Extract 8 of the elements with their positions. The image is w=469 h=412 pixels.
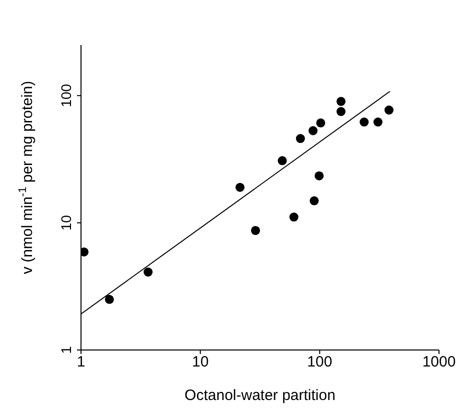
y-tick-label: 100	[58, 84, 74, 108]
x-axis-title: Octanol-water partition	[184, 387, 336, 404]
x-tick-label: 1000	[422, 354, 456, 371]
x-tick-label: 1	[76, 354, 86, 371]
x-tick-label: 100	[307, 354, 332, 371]
y-tick-label: 1	[58, 346, 74, 354]
x-tick-label: 10	[192, 354, 209, 371]
y-tick-label: 10	[58, 214, 74, 231]
